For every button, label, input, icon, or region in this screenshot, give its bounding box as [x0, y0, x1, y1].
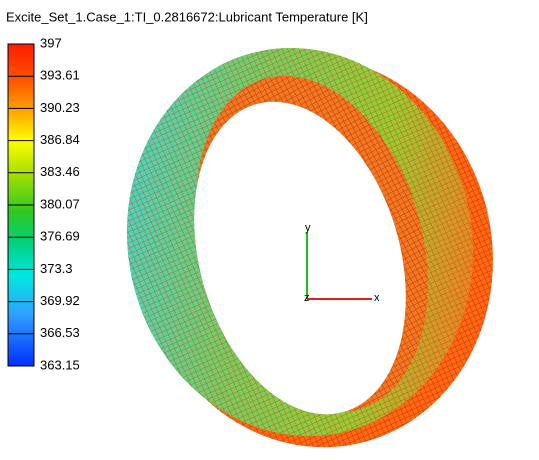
colorbar-label: 373.3	[40, 261, 73, 276]
colorbar-label: 363.15	[40, 357, 80, 372]
colorbar-label: 369.92	[40, 293, 80, 308]
ring-hole	[194, 101, 406, 415]
x-axis-label: x	[374, 292, 380, 304]
colorbar: 397 393.61 390.23 386.84 383.46 380.07 376.69 3…	[7, 35, 80, 372]
axis-triad: y x z	[304, 222, 380, 304]
colorbar-labels: 397 393.61 390.23 386.84 383.46 380.07 376.69 3…	[8, 35, 80, 372]
colorbar-label: 397	[40, 35, 62, 50]
colorbar-label: 390.23	[40, 100, 80, 115]
colorbar-label: 366.53	[40, 325, 80, 340]
colorbar-label: 380.07	[40, 196, 80, 211]
y-axis-label: y	[305, 222, 311, 234]
plot-title: Excite_Set_1.Case_1:TI_0.2816672:Lubrica…	[6, 9, 368, 24]
colorbar-label: 376.69	[40, 229, 80, 244]
colorbar-label: 383.46	[40, 164, 80, 179]
colorbar-label: 393.61	[40, 68, 80, 83]
ring-model	[126, 47, 493, 448]
colorbar-label: 386.84	[40, 132, 80, 147]
z-axis-label: z	[304, 292, 310, 304]
